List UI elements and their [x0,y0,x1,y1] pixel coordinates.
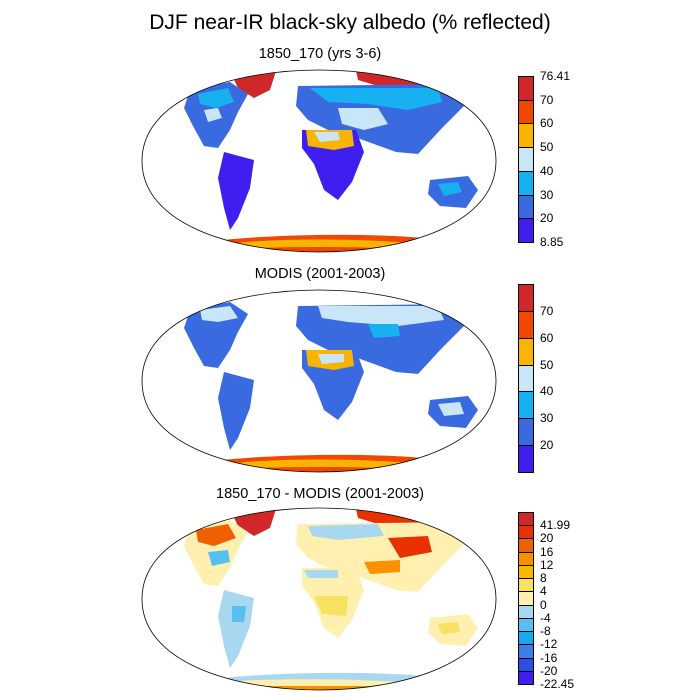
colorbar-swatch [518,218,534,243]
colorbar-label: 50 [540,140,554,155]
colorbar-swatch [518,617,534,633]
colorbar-label: 0 [540,597,547,612]
colorbar-swatch [518,644,534,659]
south-america-region [218,152,254,230]
colorbar-modis: 20 30 40 50 60 70 [518,284,553,473]
main-title: DJF near-IR black-sky albedo (% reflecte… [149,11,551,34]
south-america-region [218,372,254,450]
africa-region [302,350,364,420]
colorbar-swatch [518,670,534,685]
map-model [141,69,497,253]
colorbar-swatch [518,284,534,312]
colorbar-swatch [518,99,534,125]
colorbar-label: -8 [540,624,551,639]
colorbar-swatch [518,194,534,220]
colorbar-swatch [518,391,534,420]
colorbar-swatch [518,551,534,566]
colorbar-label: -16 [540,650,558,665]
colorbar-label: 76.41 [540,69,571,83]
colorbar-label: -4 [540,610,551,625]
colorbar-swatch [518,564,534,580]
colorbar-swatch [518,538,534,553]
colorbar-swatch [518,337,534,366]
colorbar-label: 40 [540,163,554,178]
colorbar-swatch [518,525,534,540]
colorbar-label: 16 [540,544,554,559]
colorbar-swatch [518,418,534,447]
colorbar-label: 40 [540,384,554,399]
africa-region [302,130,364,200]
colorbar-diff: -22.45 -20 -16 -12 -8 -4 0 4 8 12 16 20 41.99 [518,512,574,690]
colorbar-label: 41.99 [540,518,571,533]
colorbar-label: 12 [540,557,554,572]
colorbar-label: 30 [540,411,554,426]
colorbar-label: 50 [540,357,554,372]
colorbar-label: 60 [540,116,554,131]
colorbar-label: 20 [540,211,554,226]
panel-title-modis: MODIS (2001-2003) [254,266,386,282]
south-america-region [218,590,254,668]
colorbar-label: 8 [540,571,547,586]
colorbar-label: -12 [540,637,558,652]
colorbar-label: 30 [540,187,554,202]
colorbar-swatch [518,170,534,196]
colorbar-swatch [518,604,534,619]
colorbar-model: 8.85 20 30 40 50 60 70 76.41 [518,70,570,248]
colorbar-swatch [518,591,534,606]
colorbar-label: 8.85 [540,235,564,249]
colorbar-swatch [518,147,534,172]
panel-title-model: 1850_170 (yrs 3-6) [258,46,382,62]
colorbar-label: -20 [540,663,558,678]
colorbar-label: 70 [540,92,554,107]
colorbar-swatch [518,631,534,646]
colorbar-label: 20 [540,438,554,453]
map-modis [141,289,497,473]
colorbar-swatch [518,310,534,339]
colorbar-label: 60 [540,330,554,345]
colorbar-swatch [518,657,534,672]
colorbar-label: 20 [540,531,554,546]
colorbar-label: 4 [540,584,547,599]
panel-title-diff: 1850_170 - MODIS (2001-2003) [216,486,424,502]
colorbar-swatch [518,445,534,473]
colorbar-label: 70 [540,303,554,318]
colorbar-swatch [518,578,534,593]
colorbar-swatch [518,76,534,101]
colorbar-swatch [518,512,534,527]
colorbar-swatch [518,364,534,393]
colorbar-label: -22.45 [540,677,575,691]
map-diff [141,507,497,691]
colorbar-swatch [518,123,534,149]
